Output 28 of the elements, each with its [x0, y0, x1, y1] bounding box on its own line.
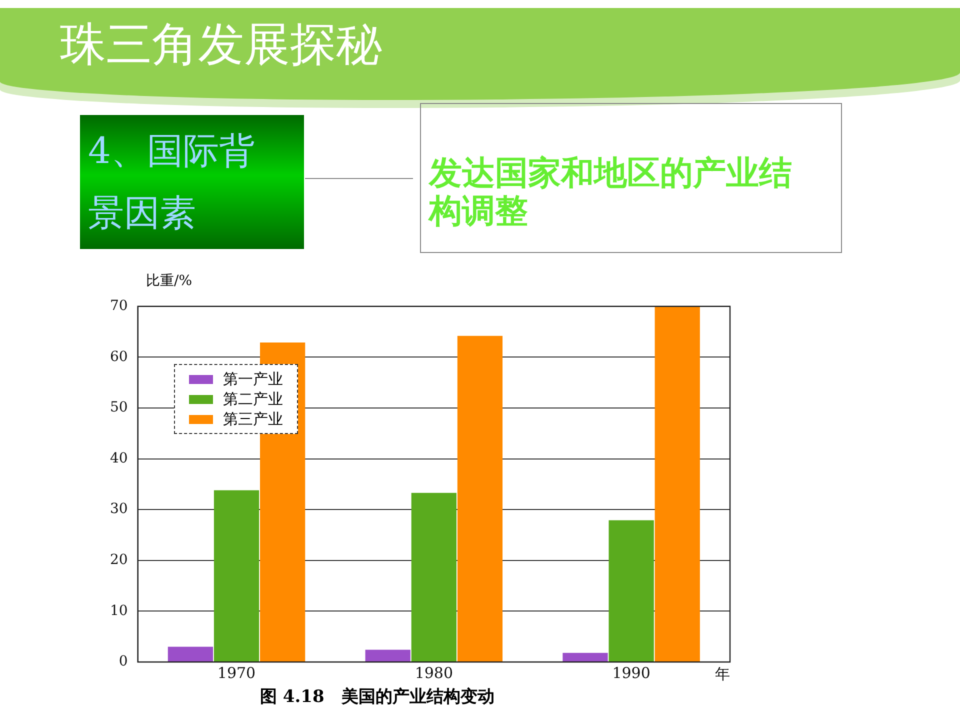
y-tick-label: 40: [110, 450, 128, 466]
x-tick-label: 1970: [217, 664, 256, 682]
bar: [365, 650, 410, 662]
bar: [654, 306, 700, 662]
x-tick-label: 1990: [612, 664, 650, 682]
y-tick-label: 0: [118, 654, 128, 670]
bar: [608, 520, 654, 662]
chart-subtitle: 发达国家和地区的产业结构调整: [420, 103, 842, 253]
x-axis-title: 年: [715, 664, 730, 683]
legend-label: 第二产业: [223, 390, 283, 408]
legend-label: 第一产业: [223, 370, 283, 388]
y-tick-label: 20: [110, 552, 128, 568]
legend-label: 第三产业: [223, 410, 283, 428]
bar: [411, 492, 456, 662]
bar: [214, 490, 260, 662]
y-axis-title: 比重/%: [146, 272, 192, 290]
bar: [457, 336, 503, 662]
y-tick-label: 70: [110, 298, 128, 314]
caption: 图 4.18 美国的产业结构变动: [260, 686, 494, 708]
y-tick-label: 30: [110, 501, 128, 518]
y-tick-label: 10: [110, 602, 128, 619]
text: 4、国际背景因素: [80, 115, 304, 249]
x-tick-label: 1980: [414, 664, 453, 682]
bar: [168, 646, 214, 662]
chart-title: 珠三角发展探秘: [60, 16, 382, 73]
y-tick-label: 50: [110, 400, 128, 416]
bar: [562, 652, 608, 662]
y-tick-label: 60: [110, 348, 128, 365]
